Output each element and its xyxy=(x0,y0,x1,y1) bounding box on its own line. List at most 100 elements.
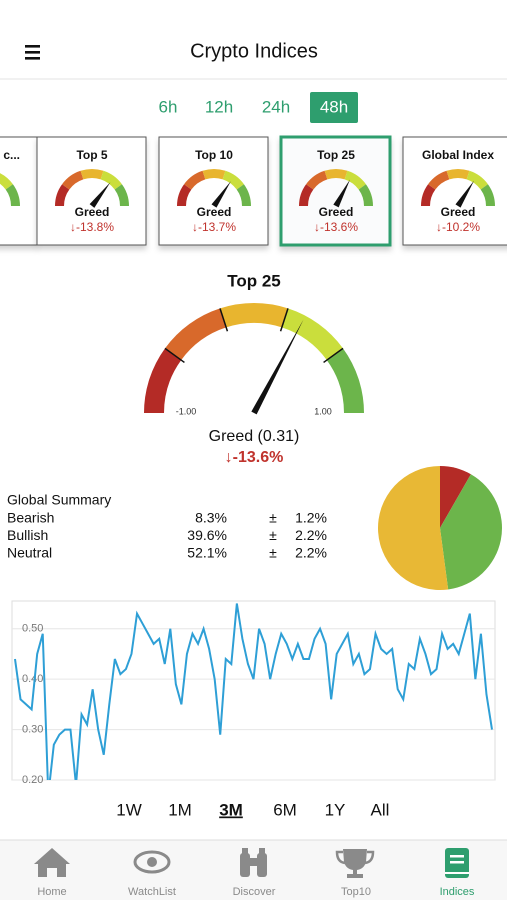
discover-icon xyxy=(240,848,267,877)
summary-error: 1.2% xyxy=(295,510,327,526)
gauge-segment xyxy=(55,184,70,206)
home-icon xyxy=(34,848,70,877)
range-option[interactable]: 6M xyxy=(273,800,297,819)
card-change: ↓-13.7% xyxy=(192,220,236,234)
gauge-segment xyxy=(80,169,104,180)
gauge-segment xyxy=(281,308,343,361)
card-change: ↓-13.8% xyxy=(70,220,114,234)
pie-slice xyxy=(377,466,449,590)
gauge-segment xyxy=(466,170,488,190)
card[interactable] xyxy=(158,136,269,246)
y-tick-label: 0.50 xyxy=(22,623,43,635)
timeframe-selected-bg[interactable] xyxy=(310,92,358,123)
range-option[interactable]: 3M xyxy=(219,800,243,819)
menu-button[interactable] xyxy=(25,45,40,60)
y-tick-label: 0.20 xyxy=(22,774,43,786)
gauge-segment xyxy=(222,170,244,190)
gauge-segment xyxy=(480,184,495,206)
gauge-segment xyxy=(220,303,288,328)
tab-bar xyxy=(0,840,507,900)
gauge-needle xyxy=(251,319,304,415)
gauge-segment xyxy=(299,184,314,206)
gauge-segment xyxy=(100,170,122,190)
gauge-needle xyxy=(89,182,111,208)
gauge-segment xyxy=(5,184,21,206)
gauge-segment xyxy=(306,170,328,190)
summary-pm: ± xyxy=(269,545,277,561)
tab-label[interactable]: Top10 xyxy=(341,886,371,898)
gauge-segment xyxy=(324,169,348,180)
range-option[interactable]: 1W xyxy=(116,800,142,819)
summary-value: 8.3% xyxy=(195,510,227,526)
gauge-tick-label: -1.00 xyxy=(176,406,197,416)
gauge-divider xyxy=(279,308,289,332)
summary-value: 39.6% xyxy=(187,527,227,543)
card-status: Greed xyxy=(197,205,232,219)
summary-title: Global Summary xyxy=(7,492,111,508)
gauge-segment xyxy=(177,184,192,206)
gauge-segment xyxy=(0,173,13,190)
tab-label[interactable]: Home xyxy=(37,886,66,898)
timeframe-option[interactable]: 48h xyxy=(320,97,348,116)
gauge-segment xyxy=(326,348,364,413)
y-tick-label: 0.40 xyxy=(22,673,43,685)
gauge-segment xyxy=(114,184,129,206)
gauge-segment xyxy=(358,184,373,206)
gauge-needle xyxy=(211,181,231,208)
gauge-segment xyxy=(236,184,251,206)
gauge-segment xyxy=(184,170,206,190)
pie-slice xyxy=(440,474,502,590)
pie-slice xyxy=(440,466,471,528)
summary-name: Bullish xyxy=(7,527,48,543)
card-status: Greed xyxy=(441,205,476,219)
card-change: ↓-10.2% xyxy=(436,220,480,234)
indices-icon xyxy=(445,848,469,878)
gauge-segment xyxy=(428,170,450,190)
range-option[interactable]: 1Y xyxy=(325,800,346,819)
card[interactable] xyxy=(36,136,147,246)
gauge-segment xyxy=(62,170,84,190)
gauge-segment xyxy=(144,348,182,413)
card-selected[interactable] xyxy=(279,135,392,247)
card-change: ↓-13.6% xyxy=(314,220,358,234)
gauge-value-label: Greed (0.31) xyxy=(209,428,300,445)
gauge-divider xyxy=(323,347,344,364)
summary-pm: ± xyxy=(269,510,277,526)
card-title: Top 10 xyxy=(195,148,233,162)
y-tick-label: 0.30 xyxy=(22,723,43,735)
summary-name: Neutral xyxy=(7,545,52,561)
gauge-divider xyxy=(219,308,229,332)
tab-label[interactable]: Indices xyxy=(440,886,475,898)
chart-frame xyxy=(11,600,496,781)
watchlist-icon xyxy=(133,850,171,874)
summary-pm: ± xyxy=(269,527,277,543)
card-title: Top 25 xyxy=(317,148,355,162)
gauge-tick-label: 1.00 xyxy=(314,406,332,416)
timeframe-option[interactable]: 12h xyxy=(205,97,233,116)
summary-value: 52.1% xyxy=(187,545,227,561)
gauge-segment xyxy=(344,170,366,190)
line-series xyxy=(14,603,493,780)
gauge-change: ↓-13.6% xyxy=(225,449,284,466)
top10-icon xyxy=(335,849,375,878)
tab-label[interactable]: WatchList xyxy=(128,886,176,898)
timeframe-option[interactable]: 6h xyxy=(159,97,178,116)
card-status: Greed xyxy=(75,205,110,219)
gauge-segment xyxy=(202,169,226,180)
header-title: Crypto Indices xyxy=(190,40,318,62)
summary-error: 2.2% xyxy=(295,527,327,543)
range-option[interactable]: 1M xyxy=(168,800,192,819)
summary-error: 2.2% xyxy=(295,545,327,561)
gauge-needle xyxy=(455,180,475,208)
summary-name: Bearish xyxy=(7,510,54,526)
tab-label[interactable]: Discover xyxy=(233,886,276,898)
range-option[interactable]: All xyxy=(371,800,390,819)
gauge-segment xyxy=(421,184,436,206)
card-title: Global Index xyxy=(422,148,494,162)
card-status: Greed xyxy=(319,205,354,219)
timeframe-option[interactable]: 24h xyxy=(262,97,290,116)
gauge-segment xyxy=(446,169,470,180)
gauge-divider xyxy=(164,347,185,364)
